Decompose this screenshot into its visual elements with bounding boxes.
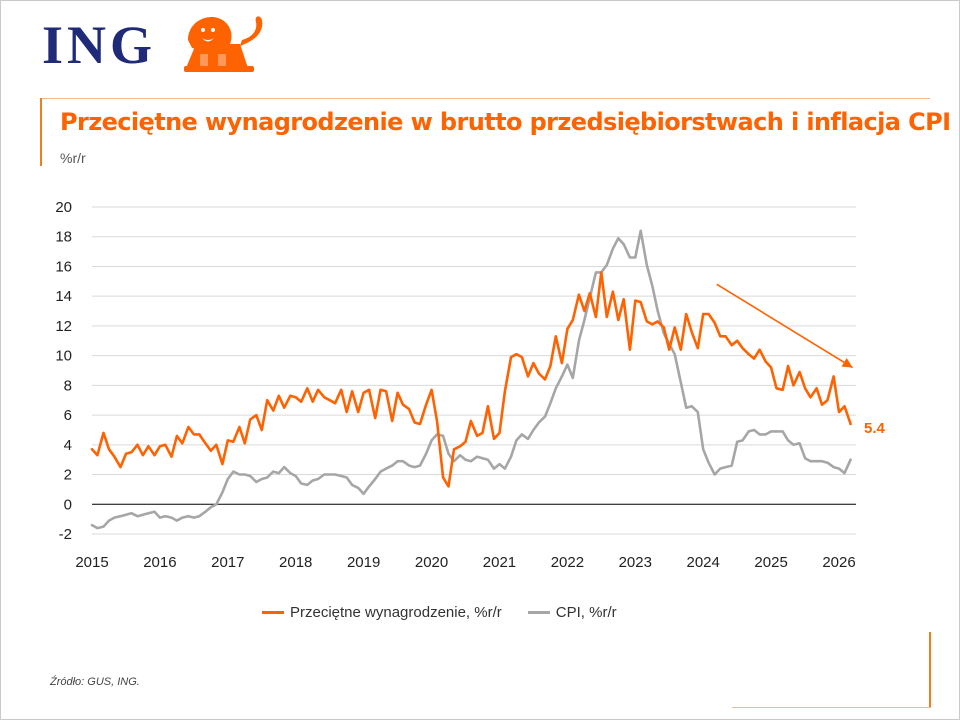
title-bracket [40, 98, 42, 166]
y-tick-label: 12 [55, 318, 72, 335]
corner-rule [732, 707, 931, 708]
y-tick-label: 8 [64, 377, 72, 394]
y-tick-label: 10 [55, 348, 72, 365]
last-value-label: 5.4 [864, 420, 886, 437]
x-tick-label: 2022 [551, 554, 584, 571]
trend-arrow-head [841, 358, 853, 368]
y-tick-label: 0 [64, 496, 72, 513]
y-tick-label: 2 [64, 467, 72, 484]
x-tick-label: 2021 [483, 554, 516, 571]
y-tick-label: -2 [59, 526, 72, 543]
title-rule [40, 98, 930, 99]
legend-label-cpi: CPI, %r/r [555, 604, 617, 621]
ing-logo: ING [42, 8, 282, 75]
lion-icon [184, 16, 263, 72]
x-tick-label: 2025 [754, 554, 787, 571]
x-tick-label: 2024 [687, 554, 720, 571]
y-tick-label: 20 [55, 199, 72, 216]
source-note: Źródło: GUS, ING. [50, 676, 140, 688]
y-tick-label: 6 [64, 407, 72, 424]
y-tick-label: 16 [55, 258, 72, 275]
y-tick-label: 18 [55, 229, 72, 246]
trend-arrow-line [716, 283, 854, 369]
corner-bracket [929, 632, 931, 708]
cpi-series-line [90, 229, 852, 530]
x-tick-label: 2019 [347, 554, 380, 571]
x-tick-label: 2023 [619, 554, 652, 571]
wage-series-line [90, 271, 852, 488]
x-tick-label: 2026 [822, 554, 855, 571]
y-tick-label: 14 [55, 288, 72, 305]
y-unit-label: %r/r [60, 150, 86, 166]
line-chart: -2 0 2 4 6 8 10 12 14 16 18 20 2015 2016 2017 2018 2019 2… [55, 199, 886, 571]
legend-swatch-wage [262, 611, 284, 614]
x-tick-label: 2020 [415, 554, 448, 571]
chart-title: Przeciętne wynagrodzenie w brutto przeds… [60, 108, 951, 136]
x-tick-label: 2018 [279, 554, 312, 571]
legend-item-wage: Przeciętne wynagrodzenie, %r/r [262, 604, 502, 621]
legend-label-wage: Przeciętne wynagrodzenie, %r/r [290, 604, 502, 621]
chart-legend: Przeciętne wynagrodzenie, %r/r CPI, %r/r [262, 604, 643, 621]
x-tick-label: 2015 [75, 554, 108, 571]
x-tick-label: 2017 [211, 554, 244, 571]
legend-swatch-cpi [527, 611, 550, 614]
y-tick-label: 4 [64, 437, 72, 454]
x-tick-label: 2016 [143, 554, 176, 571]
legend-item-cpi: CPI, %r/r [527, 604, 617, 621]
logo-text: ING [42, 15, 157, 75]
